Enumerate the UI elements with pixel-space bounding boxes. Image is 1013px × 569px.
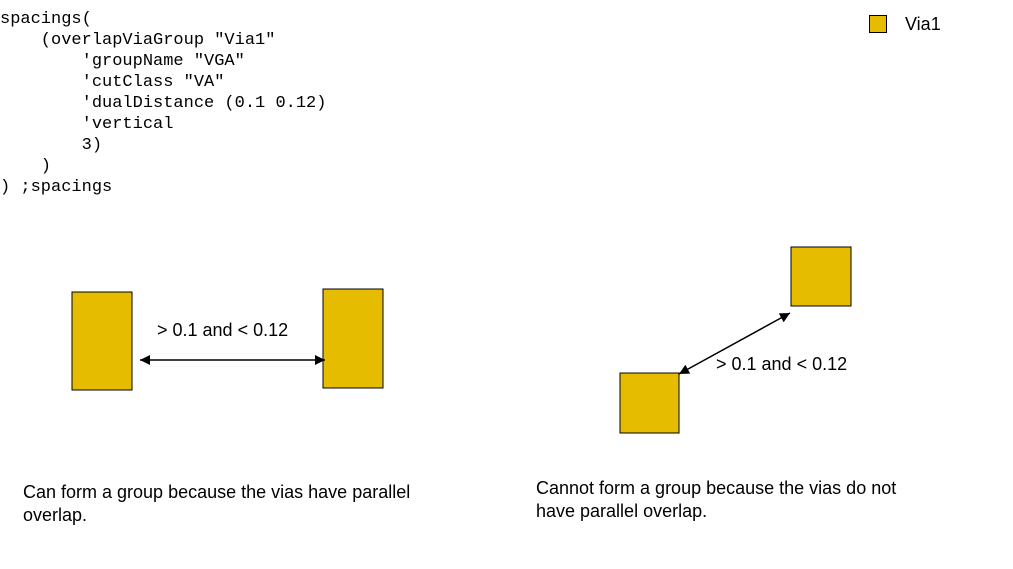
- code-block: spacings( (overlapViaGroup "Via1" 'group…: [0, 9, 326, 198]
- distance-arrow-right: [678, 312, 791, 375]
- distance-label-left: > 0.1 and < 0.12: [157, 320, 288, 340]
- via-left-a: [71, 291, 133, 391]
- caption-left-line: Can form a group because the vias have p…: [23, 482, 411, 502]
- caption-left-line: overlap.: [23, 505, 88, 525]
- distance-label-right: > 0.1 and < 0.12: [716, 354, 847, 374]
- code-line: spacings(: [0, 10, 92, 29]
- code-line: 'groupName "VGA": [0, 52, 245, 71]
- code-line: 3): [0, 136, 103, 155]
- caption-right-line: have parallel overlap.: [536, 501, 708, 521]
- code-line: ) ;spacings: [0, 178, 113, 197]
- caption-right-line: Cannot form a group because the vias do …: [536, 478, 897, 498]
- caption-left: Can form a group because the vias have p…: [23, 481, 410, 527]
- code-line: (overlapViaGroup "Via1": [0, 31, 276, 50]
- code-line: 'dualDistance (0.1 0.12): [0, 94, 327, 113]
- via-right-lower: [619, 372, 680, 434]
- via-right-upper: [790, 246, 852, 307]
- legend: Via1: [869, 13, 941, 35]
- legend-label: Via1: [905, 13, 941, 34]
- code-line: 'cutClass "VA": [0, 73, 225, 92]
- legend-swatch-via1: [869, 15, 887, 33]
- code-line: ): [0, 157, 52, 176]
- caption-right: Cannot form a group because the vias do …: [536, 477, 896, 523]
- code-line: 'vertical: [0, 115, 174, 134]
- via-left-b: [322, 288, 384, 389]
